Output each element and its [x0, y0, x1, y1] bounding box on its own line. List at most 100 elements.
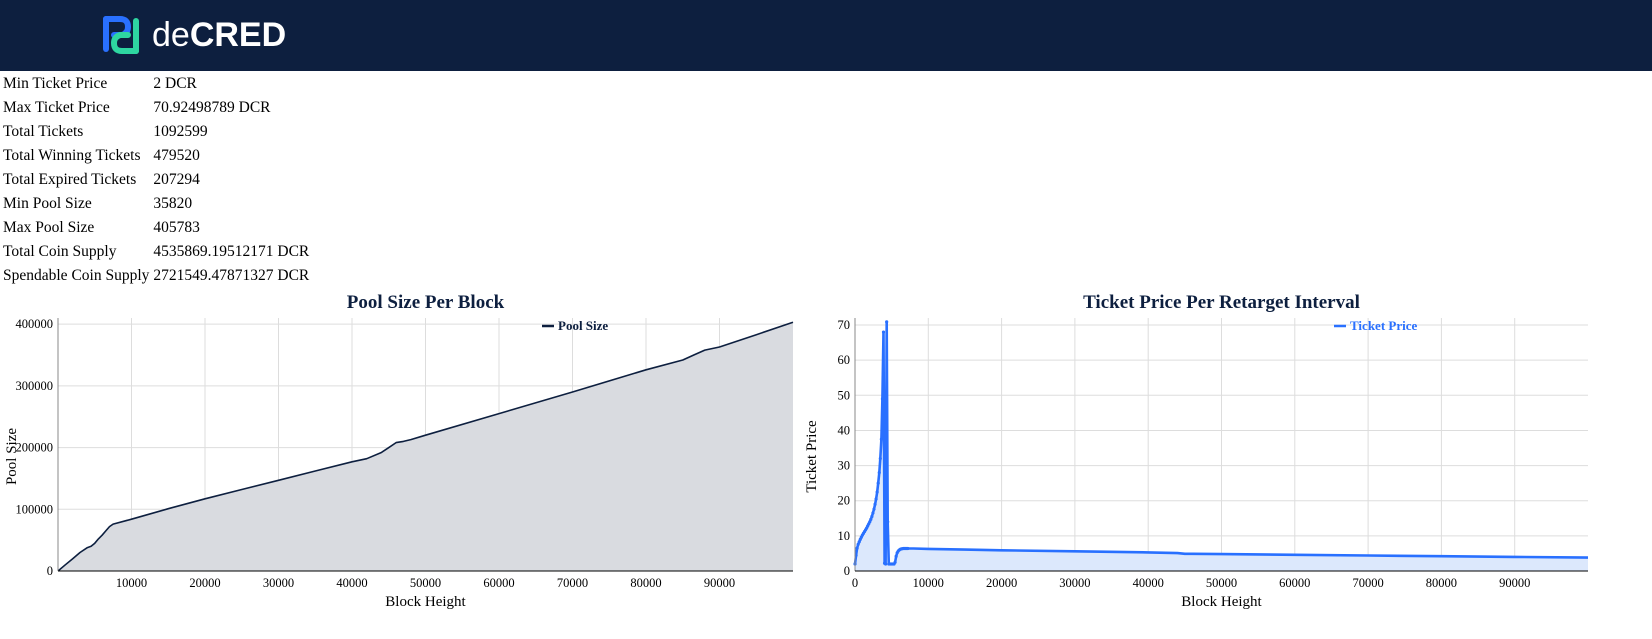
- x-tick-label: 90000: [1499, 576, 1530, 590]
- legend-label: Pool Size: [558, 318, 608, 333]
- x-axis-label: Block Height: [1181, 594, 1262, 610]
- y-tick-label: 0: [47, 564, 53, 578]
- ticket-price-chart[interactable]: Ticket Price Per Retarget Interval 0 10000…: [800, 288, 1600, 618]
- x-tick-label: 30000: [263, 576, 294, 590]
- data-point: [880, 397, 885, 401]
- data-point: [873, 502, 877, 506]
- stats-table: Min Ticket Price 2 DCR Max Ticket Price 70…: [3, 72, 309, 288]
- decred-logo[interactable]: deCRED: [100, 14, 286, 56]
- logo-wordmark: deCRED: [152, 14, 286, 56]
- stat-value: 2721549.47871327 DCR: [153, 267, 310, 284]
- x-axis-label: Block Height: [385, 594, 466, 610]
- y-tick-label: 100000: [16, 502, 54, 516]
- data-point: [886, 520, 890, 524]
- y-tick-label: 20: [838, 494, 851, 508]
- x-tick-label: 40000: [1133, 576, 1164, 590]
- legend-label: Ticket Price: [1350, 318, 1417, 333]
- data-point: [906, 546, 910, 551]
- pool-size-chart[interactable]: Pool Size Per Block 10000 20000 30000 40000 5…: [0, 288, 800, 618]
- x-tick-label: 50000: [410, 576, 441, 590]
- x-tick-label: 70000: [1352, 576, 1383, 590]
- x-tick-label: 70000: [557, 576, 588, 590]
- stats-row: Min Ticket Price 2 DCR: [3, 72, 309, 96]
- stats-row: Total Coin Supply 4535869.19512171 DCR: [3, 240, 309, 264]
- y-tick-label: 60: [838, 353, 851, 367]
- y-tick-label: 40: [838, 423, 851, 437]
- data-point: [857, 540, 861, 544]
- chart-title: Pool Size Per Block: [347, 292, 505, 313]
- stat-value: 2 DCR: [153, 75, 197, 92]
- x-tick-label: 90000: [704, 576, 735, 590]
- stats-row: Total Expired Tickets 207294: [3, 168, 309, 192]
- stat-label: Total Coin Supply: [3, 243, 117, 260]
- stat-label: Max Pool Size: [3, 219, 95, 236]
- y-tick-label: 0: [844, 564, 850, 578]
- series-area: [58, 322, 793, 571]
- stat-label: Total Expired Tickets: [3, 171, 137, 188]
- stat-value: 35820: [153, 195, 193, 212]
- y-tick-label: 70: [838, 318, 851, 332]
- stat-value: 4535869.19512171 DCR: [153, 243, 310, 260]
- stat-label: Total Tickets: [3, 123, 84, 140]
- x-tick-label: 80000: [630, 576, 661, 590]
- y-tick-label: 300000: [16, 379, 54, 393]
- data-point: [871, 511, 875, 515]
- x-tick-label: 20000: [189, 576, 220, 590]
- logo-text-bold: CRED: [189, 16, 287, 54]
- data-point: [879, 437, 883, 441]
- data-point: [877, 471, 881, 475]
- stat-value: 207294: [153, 171, 200, 188]
- pool-size-chart-svg: Pool Size Per Block 10000 20000 30000 40000 5…: [4, 292, 794, 610]
- y-tick-label: 30: [838, 459, 851, 473]
- data-point: [868, 520, 872, 524]
- data-point: [855, 546, 859, 550]
- stat-value: 70.92498789 DCR: [153, 99, 271, 116]
- y-tick-label: 10: [838, 529, 851, 543]
- stat-value: 479520: [153, 147, 200, 164]
- data-point: [870, 514, 874, 519]
- data-point: [881, 330, 886, 334]
- data-point: [885, 320, 889, 324]
- y-axis-label: Ticket Price: [804, 420, 820, 493]
- data-point: [856, 542, 860, 546]
- x-tick-label: 30000: [1059, 576, 1090, 590]
- x-tick-label: 10000: [913, 576, 944, 590]
- legend: Pool Size: [542, 318, 608, 333]
- y-tick-label: 200000: [16, 441, 54, 455]
- stats-row: Total Winning Tickets 479520: [3, 144, 309, 168]
- x-tick-label: 50000: [1206, 576, 1237, 590]
- decred-logo-icon: [103, 16, 139, 54]
- stat-label: Min Pool Size: [3, 195, 92, 212]
- stats-row: Total Tickets 1092599: [3, 120, 309, 144]
- stats-row: Spendable Coin Supply 2721549.47871327 DC…: [3, 264, 309, 288]
- data-point: [874, 497, 878, 501]
- stats-row: Min Pool Size 35820: [3, 192, 309, 216]
- x-tick-label: 80000: [1426, 576, 1457, 590]
- x-tick-label: 0: [852, 576, 858, 590]
- data-point: [869, 517, 873, 521]
- y-tick-label: 50: [838, 388, 851, 402]
- data-point: [875, 490, 879, 494]
- ticket-price-chart-svg: Ticket Price Per Retarget Interval 0 10000…: [804, 292, 1589, 610]
- stat-value: 405783: [153, 219, 200, 236]
- logo-text-light: de: [152, 16, 190, 54]
- x-tick-label: 10000: [116, 576, 147, 590]
- legend: Ticket Price: [1334, 318, 1417, 333]
- y-tick-label: 400000: [16, 317, 54, 331]
- x-tick-label: 40000: [336, 576, 367, 590]
- x-tick-label: 60000: [483, 576, 514, 590]
- stat-label: Max Ticket Price: [3, 99, 110, 116]
- x-tick-label: 20000: [986, 576, 1017, 590]
- data-point: [884, 562, 888, 566]
- stat-label: Min Ticket Price: [3, 75, 108, 92]
- stat-label: Spendable Coin Supply: [3, 267, 150, 284]
- data-point: [893, 560, 897, 564]
- data-point: [878, 456, 882, 461]
- data-point: [894, 554, 898, 558]
- y-axis-label: Pool Size: [4, 428, 20, 485]
- stats-row: Max Ticket Price 70.92498789 DCR: [3, 96, 309, 120]
- data-point: [872, 507, 876, 511]
- header-bar: deCRED: [0, 0, 1652, 71]
- data-point: [876, 481, 880, 485]
- chart-title: Ticket Price Per Retarget Interval: [1083, 292, 1360, 313]
